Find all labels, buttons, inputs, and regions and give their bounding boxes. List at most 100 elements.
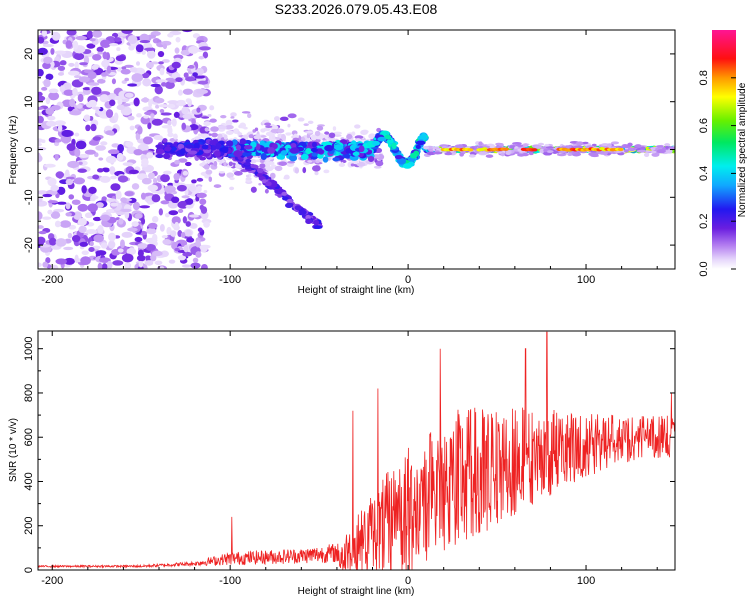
spectrogram-cell [607,143,612,148]
spectrogram-cell [173,111,180,119]
spectrogram-cell [180,49,191,56]
spectrogram-cell [162,239,172,245]
spectrogram-cell [92,174,100,180]
spectrogram-cell [127,115,135,121]
spectrogram-cell [235,144,241,151]
spectrogram-cell [133,149,143,156]
spectrogram-cell [45,97,51,105]
spectrogram-cell [225,130,234,135]
spectrogram-cell [42,193,53,198]
spectrogram-cell [105,130,115,136]
spectrogram-cell [247,113,252,119]
spectrogram-cell [65,178,74,186]
spectrogram-cell [283,174,290,180]
spectrogram-cell [664,143,671,147]
spectrogram-cell [174,47,180,54]
spectrogram-cell [45,107,55,115]
spectrogram-cell [444,152,453,156]
spectrogram-cell [65,212,72,217]
spectrogram-cell [116,104,125,111]
spectrogram-cell [101,263,108,269]
spectrogram-cell [55,258,67,265]
spectrogram-cell [126,247,137,256]
spectrogram-cell [65,176,75,180]
spectrogram-cell [556,153,567,157]
spectrogram-ytick-label: -10 [23,189,35,205]
spectrogram-cell [88,139,100,146]
spectrogram-cell [202,51,209,59]
spectrogram-cell [137,266,144,269]
spectrogram-cell [140,192,146,200]
spectrogram-cell [158,61,164,65]
spectrogram-cell [120,197,127,203]
spectrogram-cell [567,152,573,157]
spectrogram-cell [174,247,180,252]
spectrogram-cell [135,44,144,53]
spectrogram-cell [128,169,139,175]
spectrogram-cell [154,85,163,95]
spectrogram-cell [307,120,314,124]
spectrogram-cell [226,172,234,179]
spectrogram-cell [63,89,75,96]
spectrogram-cell [142,136,153,145]
spectrogram-cell [634,144,642,148]
spectrogram-cell [230,116,235,119]
snr-xtick-label: -200 [41,575,63,587]
spectrogram-cell [287,160,296,164]
spectrogram-cell [77,154,90,158]
spectrogram-cell [96,46,104,53]
spectrogram-cell [232,119,239,123]
spectrogram-cell [305,214,311,220]
spectrogram-cell [147,200,154,205]
spectrogram-cell [255,159,261,163]
spectrogram-cell [77,93,84,103]
spectrogram-cell [280,133,286,141]
spectrogram-cell [250,164,259,169]
spectrogram-cell [311,165,321,172]
spectrogram-cell [87,203,98,213]
spectrogram-cell [332,126,337,131]
spectrogram-cell [141,72,150,79]
spectrogram-cell [91,86,102,95]
spectrogram-cell [255,143,261,151]
spectrogram-cell [50,47,55,55]
spectrogram-cell [161,234,168,239]
spectrogram-cell [178,158,188,163]
spectrogram-cell [311,152,318,157]
spectrogram-cell [229,177,235,181]
spectrogram-cell [233,150,243,157]
spectrogram-cell [77,203,89,212]
colorbar-tick-label: 0.6 [698,118,710,133]
spectrogram-cell [294,205,302,211]
spectrogram-cell [183,244,189,253]
spectrogram-cell [546,150,554,153]
snr-ytick-label: 800 [23,384,35,402]
spectrogram-cell [189,223,198,229]
spectrogram-cell [97,225,104,234]
spectrogram-cell [304,130,314,134]
spectrogram-cell [125,141,134,148]
spectrogram-cell [628,147,634,151]
spectrogram-cell [76,104,83,109]
spectrogram-cell [245,177,252,181]
spectrogram-cell [185,221,191,227]
spectrogram-cell [205,169,213,175]
spectrogram-cell [57,124,63,132]
spectrogram-cell [88,186,97,194]
spectrogram-cell [51,31,61,41]
spectrogram-cell [281,196,289,201]
spectrogram-cell [133,97,140,107]
spectrogram-cell [38,153,42,162]
spectrogram-cell [90,197,96,202]
spectrogram-cell [78,225,87,234]
spectrogram-cell [45,73,54,81]
spectrogram-cell [57,65,66,71]
spectrogram-cell [89,241,94,247]
spectrogram-cell [171,216,181,225]
spectrogram-cell [222,146,229,154]
spectrogram-cell [151,215,159,223]
spectrogram-cell [573,145,584,149]
spectrogram-cell [324,131,330,135]
spectrogram-cell [159,266,165,269]
spectrogram-cell [59,60,67,66]
